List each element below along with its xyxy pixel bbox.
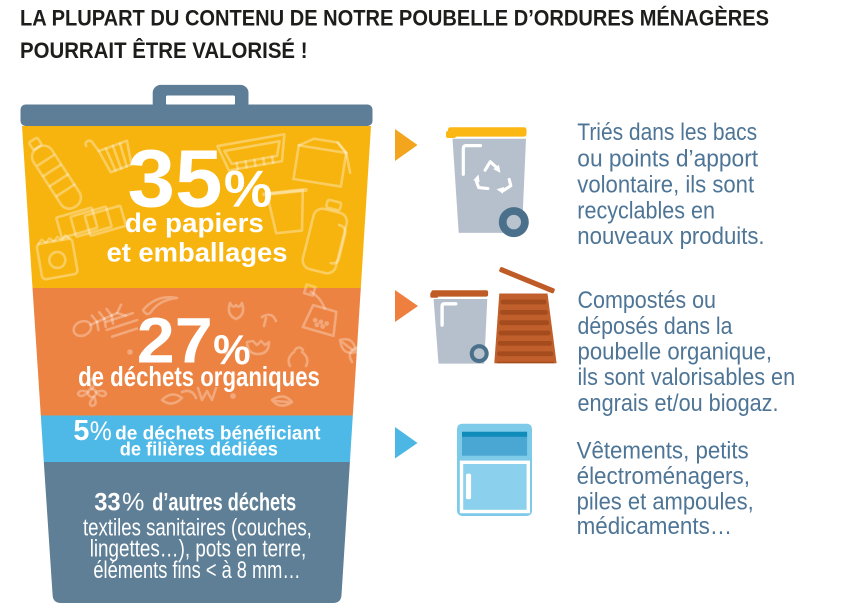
svg-text:textiles sanitaires (couches,: textiles sanitaires (couches,: [83, 515, 312, 542]
svg-text:engrais et/ou biogaz.: engrais et/ou biogaz.: [578, 390, 779, 417]
svg-text:recyclables en: recyclables en: [577, 197, 715, 224]
svg-text:Compostés ou: Compostés ou: [578, 287, 717, 314]
svg-text:piles et ampoules,: piles et ampoules,: [577, 489, 754, 516]
svg-text:ou points d’apport: ou points d’apport: [577, 145, 758, 172]
svg-text:%: %: [213, 326, 251, 373]
svg-text:éléments fins < à 8 mm…: éléments fins < à 8 mm…: [93, 557, 300, 584]
svg-text:de déchets bénéficiant: de déchets bénéficiant: [115, 422, 321, 444]
svg-text:d’autres déchets: d’autres déchets: [152, 488, 296, 516]
svg-text:de papiers: de papiers: [125, 208, 264, 238]
svg-text:%: %: [90, 416, 112, 446]
svg-text:de filières dédiées: de filières dédiées: [120, 439, 278, 461]
svg-text:33: 33: [94, 488, 120, 516]
svg-text:27: 27: [137, 305, 213, 377]
svg-text:5: 5: [73, 415, 89, 447]
svg-text:volontaire, ils sont: volontaire, ils sont: [577, 171, 754, 198]
svg-text:LA PLUPART DU CONTENU DE NOTRE: LA PLUPART DU CONTENU DE NOTRE POUBELLE …: [20, 6, 769, 31]
svg-text:médicaments…: médicaments…: [577, 513, 733, 540]
svg-text:Vêtements, petits: Vêtements, petits: [577, 437, 749, 464]
svg-text:de déchets organiques: de déchets organiques: [78, 361, 320, 392]
svg-text:poubelle organique,: poubelle organique,: [578, 339, 773, 366]
svg-text:ils sont valorisables en: ils sont valorisables en: [578, 364, 796, 391]
svg-text:35: 35: [128, 133, 223, 224]
svg-text:déposés dans la: déposés dans la: [578, 313, 734, 340]
svg-text:nouveaux produits.: nouveaux produits.: [577, 223, 764, 250]
svg-text:POURRAIT ÊTRE VALORISÉ !: POURRAIT ÊTRE VALORISÉ !: [20, 38, 308, 63]
svg-text:et emballages: et emballages: [107, 238, 288, 268]
svg-text:lingettes…), pots en terre,: lingettes…), pots en terre,: [90, 536, 307, 563]
svg-text:Triés dans les bacs: Triés dans les bacs: [577, 119, 757, 146]
svg-text:électroménagers,: électroménagers,: [577, 463, 750, 490]
svg-text:%: %: [122, 488, 144, 516]
svg-text:%: %: [224, 159, 273, 217]
